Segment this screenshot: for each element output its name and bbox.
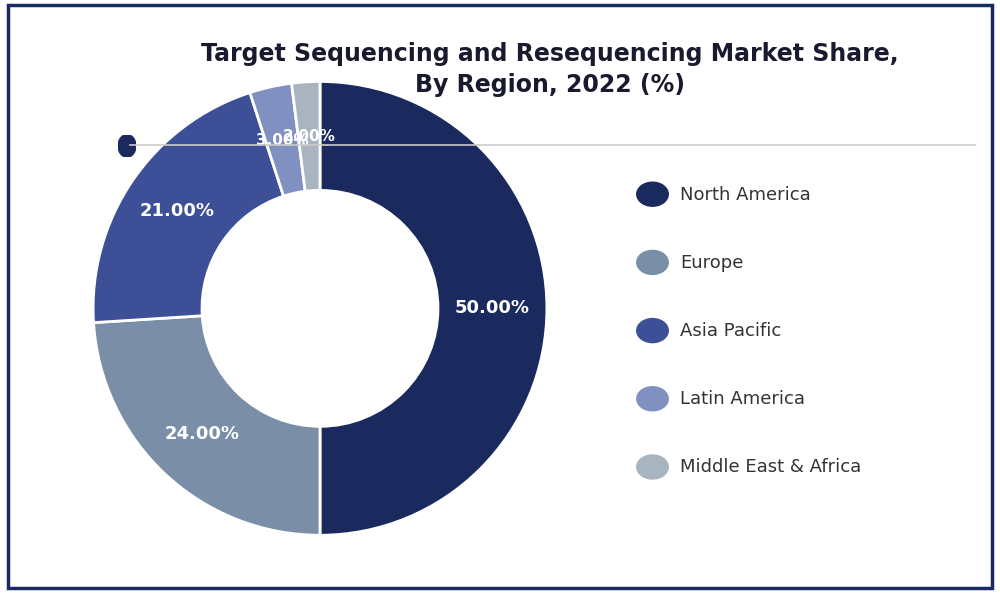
Circle shape [637,250,668,275]
Wedge shape [250,83,305,196]
Circle shape [637,455,668,479]
Wedge shape [94,315,320,535]
Circle shape [118,135,136,157]
Text: PRECEDENCE: PRECEDENCE [27,51,108,61]
Text: 2.00%: 2.00% [283,129,336,144]
Text: 24.00%: 24.00% [164,425,239,443]
Text: 50.00%: 50.00% [455,299,530,317]
Text: Target Sequencing and Resequencing Market Share,
By Region, 2022 (%): Target Sequencing and Resequencing Marke… [201,42,899,97]
Circle shape [637,387,668,411]
Text: 21.00%: 21.00% [140,202,215,221]
Text: Latin America: Latin America [680,390,805,408]
Text: North America: North America [680,186,811,203]
Wedge shape [93,93,284,323]
Wedge shape [320,81,547,535]
Text: Europe: Europe [680,254,743,272]
Circle shape [637,318,668,343]
Text: 3.00%: 3.00% [256,133,309,148]
Text: RESEARCH: RESEARCH [34,84,101,94]
Circle shape [637,182,668,206]
Text: Asia Pacific: Asia Pacific [680,322,781,340]
Text: Middle East & Africa: Middle East & Africa [680,458,861,476]
Wedge shape [292,81,320,192]
